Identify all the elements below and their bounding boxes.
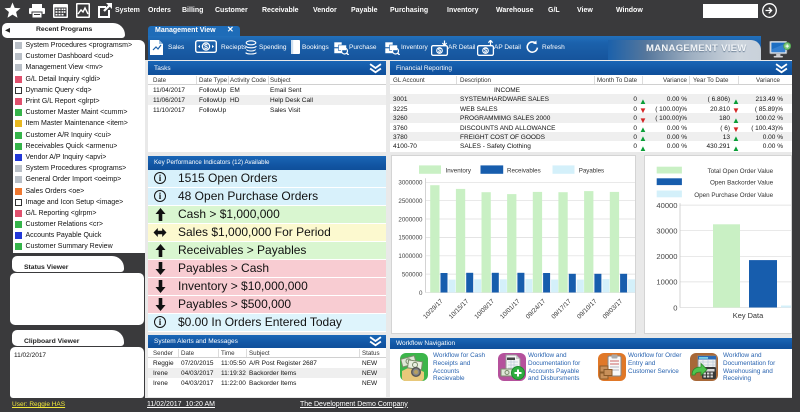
svg-text:40000: 40000 bbox=[656, 201, 677, 210]
svg-text:Key Data: Key Data bbox=[733, 311, 764, 320]
svg-text:20000: 20000 bbox=[656, 252, 677, 261]
svg-text:0: 0 bbox=[419, 290, 423, 297]
svg-text:1000000: 1000000 bbox=[398, 253, 423, 260]
svg-text:Inventory: Inventory bbox=[446, 168, 472, 175]
svg-text:09/17/17: 09/17/17 bbox=[550, 298, 573, 321]
svg-text:2000000: 2000000 bbox=[398, 216, 423, 223]
svg-text:10000: 10000 bbox=[656, 278, 677, 287]
svg-text:09/03/17: 09/03/17 bbox=[602, 298, 625, 321]
svg-text:Payables: Payables bbox=[579, 168, 604, 175]
svg-text:500000: 500000 bbox=[402, 271, 423, 278]
svg-text:0: 0 bbox=[673, 303, 677, 312]
svg-text:10/29/17: 10/29/17 bbox=[422, 298, 445, 321]
svg-text:Total Open Order Value: Total Open Order Value bbox=[708, 168, 774, 175]
svg-text:Receivables: Receivables bbox=[507, 168, 541, 175]
svg-text:09/24/17: 09/24/17 bbox=[525, 298, 548, 321]
svg-text:10/15/17: 10/15/17 bbox=[448, 298, 471, 321]
svg-text:Open Purchase Order Value: Open Purchase Order Value bbox=[694, 192, 773, 199]
svg-text:$: $ bbox=[204, 44, 208, 51]
svg-text:10/08/17: 10/08/17 bbox=[473, 298, 496, 321]
svg-text:09/10/17: 09/10/17 bbox=[576, 298, 599, 321]
svg-text:2500000: 2500000 bbox=[398, 198, 423, 205]
svg-text:10/01/17: 10/01/17 bbox=[499, 298, 522, 321]
svg-text:1500000: 1500000 bbox=[398, 235, 423, 242]
svg-text:$: $ bbox=[438, 49, 442, 55]
svg-text:Open Backorder Value: Open Backorder Value bbox=[710, 180, 774, 187]
svg-text:$: $ bbox=[484, 49, 488, 55]
svg-text:30000: 30000 bbox=[656, 227, 677, 236]
svg-text:3000000: 3000000 bbox=[398, 180, 423, 187]
